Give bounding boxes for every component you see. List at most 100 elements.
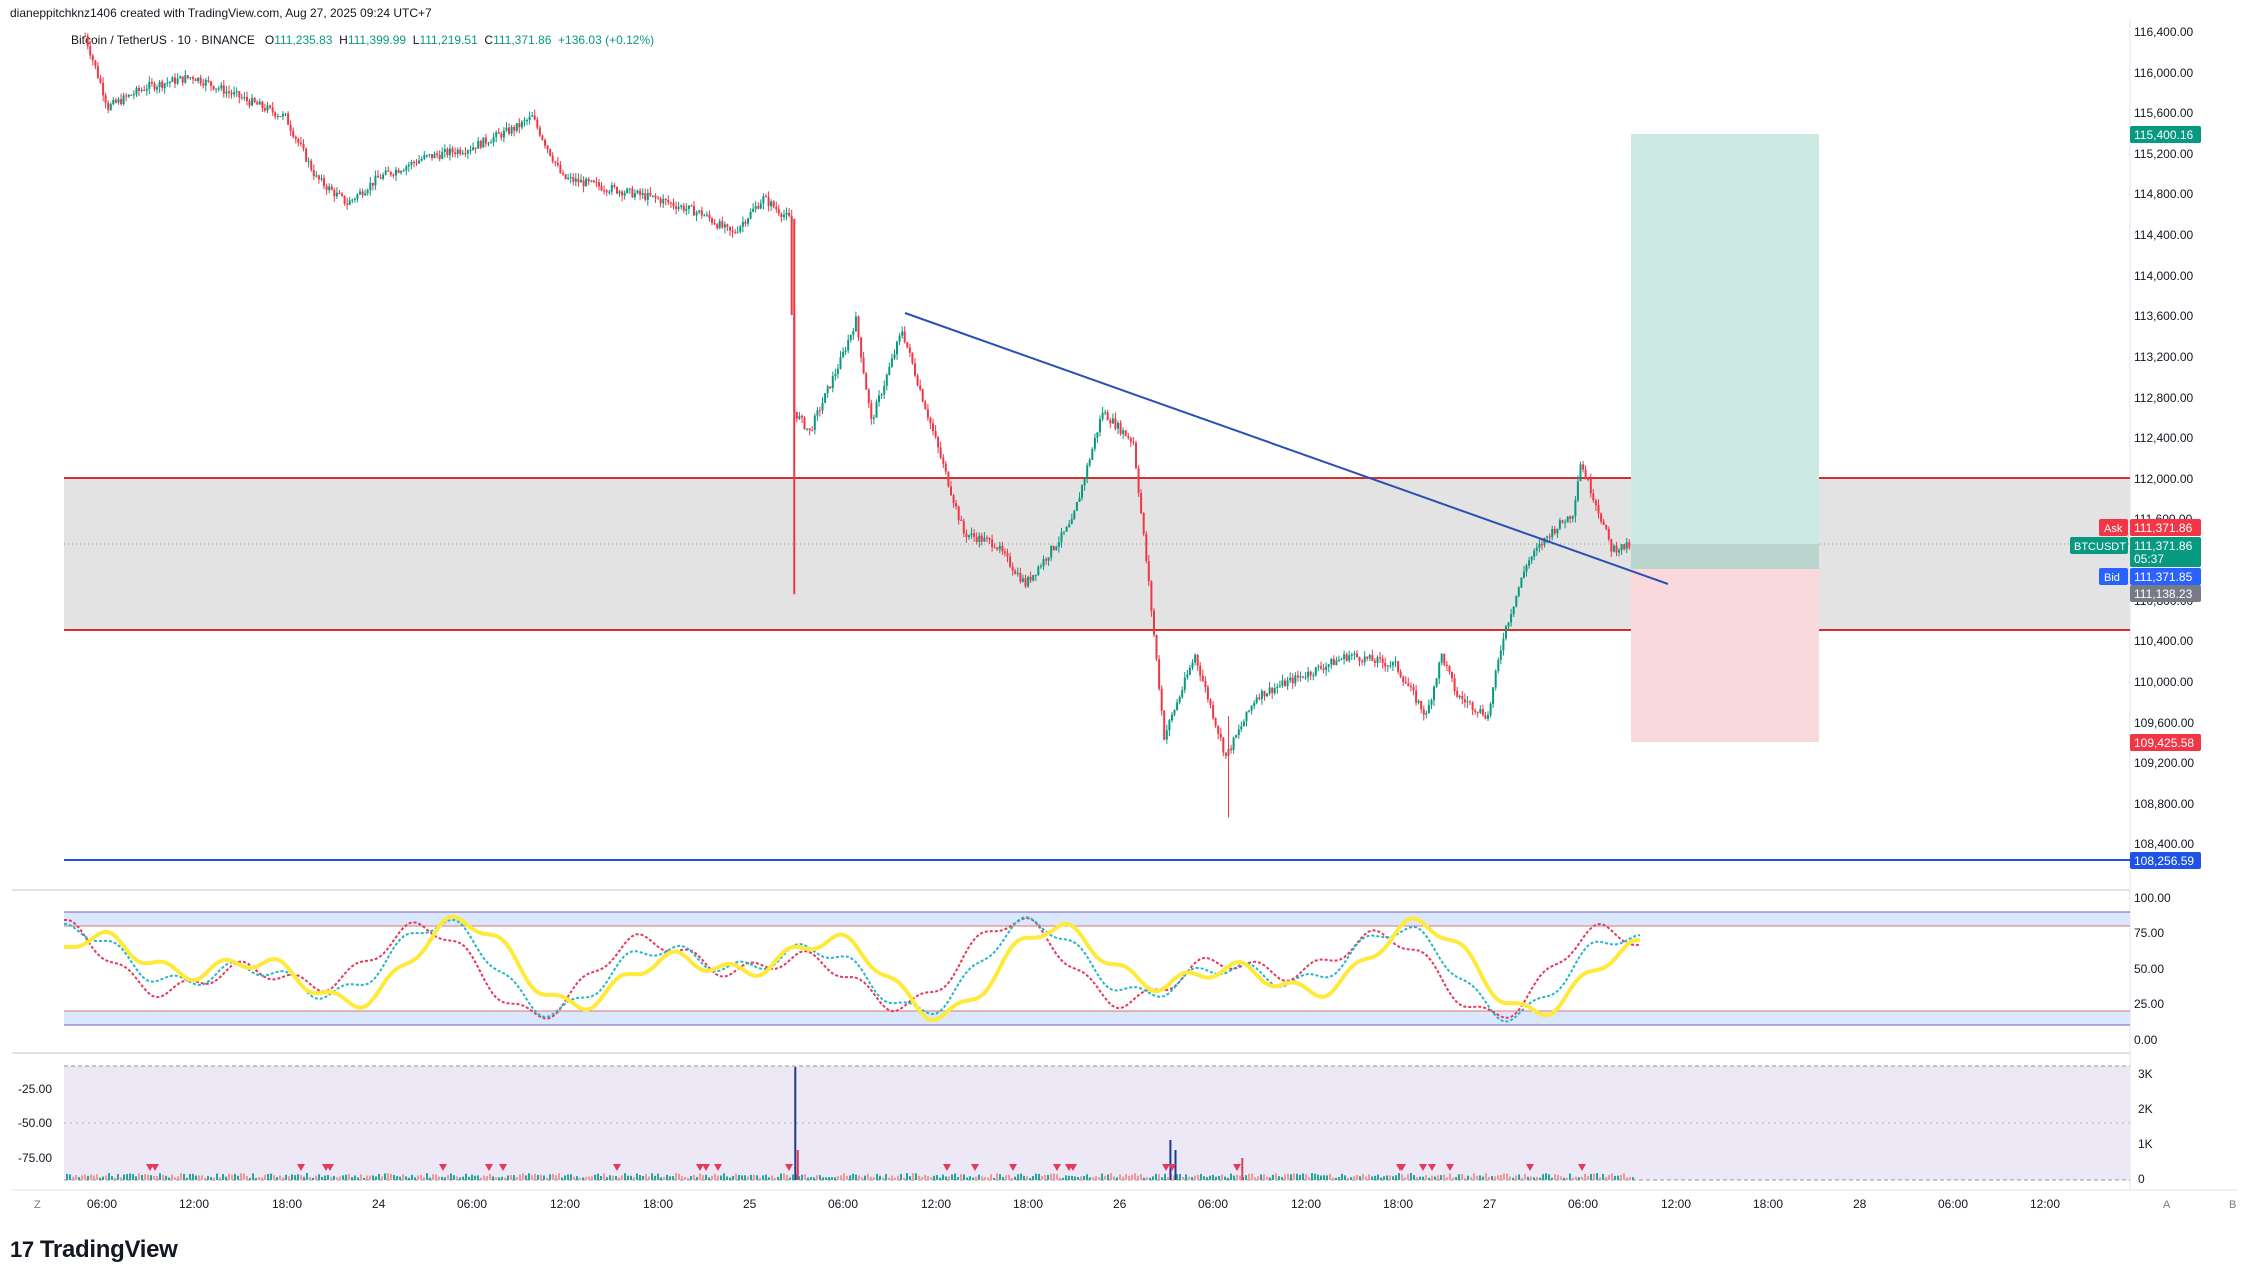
time-label: 06:00 bbox=[1198, 1197, 1228, 1211]
stop-price-label[interactable] bbox=[2130, 734, 2201, 751]
volume-bar bbox=[942, 1174, 944, 1180]
candle-body bbox=[1512, 606, 1515, 615]
log-scale-button[interactable]: B bbox=[2229, 1199, 2236, 1211]
volume-bar bbox=[1065, 1175, 1067, 1180]
candle-body bbox=[852, 331, 855, 335]
time-axis[interactable]: Z 06:00 12:00 18:00 24 06:00 12:00 18:00… bbox=[12, 1189, 2238, 1211]
candle-body bbox=[1168, 720, 1171, 731]
candle-body bbox=[626, 188, 629, 193]
time-label: 06:00 bbox=[87, 1197, 117, 1211]
candle-body bbox=[1109, 420, 1112, 424]
volume-bar bbox=[486, 1176, 488, 1180]
volume-bar bbox=[639, 1175, 641, 1180]
volume-bar bbox=[429, 1177, 431, 1180]
volume-bar bbox=[1494, 1176, 1496, 1180]
candle-body bbox=[1093, 437, 1096, 449]
volume-bar bbox=[372, 1175, 374, 1180]
candle-body bbox=[484, 137, 487, 144]
candle-body bbox=[1317, 666, 1320, 668]
time-label: 12:00 bbox=[1291, 1197, 1321, 1211]
candle-body bbox=[1615, 545, 1618, 553]
candle-body bbox=[1340, 658, 1343, 660]
position-stop-area[interactable] bbox=[1631, 544, 1819, 742]
candle-body bbox=[1068, 524, 1071, 528]
candle-body bbox=[186, 75, 189, 78]
candle-body bbox=[461, 153, 464, 155]
volume-signal-marker bbox=[696, 1164, 704, 1171]
volume-bar bbox=[273, 1175, 275, 1180]
candle-body bbox=[957, 506, 960, 520]
symbol-tag-text: BTCUSDT bbox=[2074, 541, 2126, 553]
candle-body bbox=[1556, 528, 1559, 534]
candle-body bbox=[194, 79, 197, 82]
stochastic-pane[interactable]: 100.00 75.00 50.00 25.00 0.00 bbox=[63, 891, 2171, 1047]
volume-bar bbox=[1506, 1173, 1508, 1180]
volume-bar bbox=[204, 1177, 206, 1180]
volume-signal-marker bbox=[613, 1164, 621, 1171]
time-label: 12:00 bbox=[550, 1197, 580, 1211]
volume-pane[interactable]: -25.00 -50.00 -75.00 3K 2K 1K 0 bbox=[18, 1065, 2153, 1186]
volume-bar bbox=[801, 1174, 803, 1180]
support-price-label[interactable] bbox=[2130, 852, 2201, 869]
auto-scale-button[interactable]: A bbox=[2163, 1199, 2171, 1211]
candle-body bbox=[1284, 680, 1286, 687]
candle-body bbox=[1312, 675, 1315, 677]
candle-body bbox=[924, 401, 927, 410]
ask-price-label[interactable] bbox=[2130, 519, 2201, 536]
volume-signal-marker bbox=[1578, 1164, 1586, 1171]
candle-body bbox=[1530, 556, 1533, 561]
candle-body bbox=[513, 126, 516, 131]
volume-bar bbox=[780, 1173, 782, 1180]
volume-bar bbox=[1161, 1177, 1163, 1180]
price-tick: 116,000.00 bbox=[2134, 66, 2193, 80]
bid-price-label[interactable] bbox=[2130, 568, 2201, 585]
position-target-area[interactable] bbox=[1631, 134, 1819, 544]
price-axis[interactable]: 116,400.00 116,000.00 115,600.00 115,200… bbox=[2134, 25, 2194, 851]
volume-bar bbox=[330, 1176, 332, 1180]
time-label: 28 bbox=[1853, 1197, 1867, 1211]
candlestick-series[interactable] bbox=[84, 32, 1631, 818]
volume-bar bbox=[447, 1175, 449, 1180]
symbol-name[interactable]: Bitcoin / TetherUS · 10 · BINANCE bbox=[71, 33, 255, 47]
volume-bar bbox=[696, 1177, 698, 1180]
volume-bar bbox=[642, 1176, 644, 1180]
stoch-line bbox=[63, 917, 1641, 1020]
last-price-label[interactable] bbox=[2130, 537, 2201, 567]
target-price-label[interactable] bbox=[2130, 126, 2201, 143]
candle-body bbox=[693, 205, 695, 216]
volume-bar bbox=[1479, 1175, 1481, 1180]
volume-bar bbox=[1236, 1174, 1238, 1180]
volume-bar bbox=[1188, 1176, 1190, 1180]
candle-body bbox=[1430, 700, 1433, 705]
candle-body bbox=[1099, 419, 1101, 433]
volume-bar bbox=[114, 1177, 116, 1180]
candle-body bbox=[718, 221, 721, 229]
tradingview-logo[interactable]: 17 TradingView bbox=[10, 1236, 178, 1264]
volume-bar bbox=[1524, 1173, 1526, 1180]
candle-body bbox=[207, 80, 210, 82]
candle-body bbox=[1050, 546, 1053, 558]
volume-bar bbox=[711, 1175, 713, 1180]
trend-line[interactable] bbox=[904, 312, 1669, 585]
candle-body bbox=[772, 201, 775, 207]
volume-bar bbox=[957, 1177, 959, 1180]
range-zone[interactable] bbox=[64, 478, 2130, 630]
high-label: H bbox=[339, 33, 348, 47]
candle-body bbox=[1165, 730, 1168, 740]
gray-price-label[interactable] bbox=[2130, 585, 2201, 602]
volume-bar bbox=[153, 1175, 155, 1180]
candle-body bbox=[96, 66, 99, 78]
volume-bar bbox=[1041, 1176, 1043, 1180]
volume-bar bbox=[1119, 1174, 1121, 1180]
candle-body bbox=[1566, 516, 1569, 523]
volume-bar bbox=[762, 1175, 764, 1180]
candle-body bbox=[929, 417, 932, 424]
candle-body bbox=[1219, 733, 1222, 738]
price-axis-labels: 115,400.16 Ask 111,371.86 BTCUSDT 111,37… bbox=[2070, 126, 2201, 869]
stoch-overbought-band bbox=[64, 912, 2130, 926]
volume-bar bbox=[1515, 1175, 1517, 1180]
zoom-reset-button[interactable]: Z bbox=[34, 1199, 41, 1211]
volume-bar bbox=[1413, 1175, 1415, 1180]
volume-bar bbox=[1416, 1177, 1418, 1180]
